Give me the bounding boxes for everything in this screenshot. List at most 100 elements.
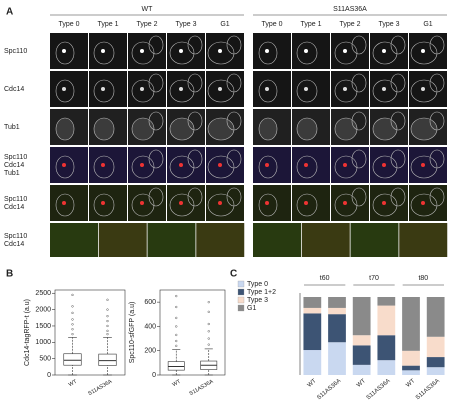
legend-swatch — [237, 288, 245, 296]
group-label: t60 — [320, 275, 330, 282]
column-label: Type 1 — [97, 21, 118, 28]
bar-segment — [352, 335, 371, 346]
image-tile — [50, 185, 88, 221]
column-label: Type 0 — [261, 21, 282, 28]
cell-outline — [55, 41, 75, 65]
signal-spot — [382, 49, 386, 53]
y-tick-label: 600 — [144, 299, 156, 306]
cell-outline — [131, 155, 155, 179]
plot-frame — [159, 289, 226, 376]
outlier — [207, 301, 210, 304]
cell-outline — [226, 149, 242, 169]
signal-spot — [140, 201, 144, 205]
image-tile — [253, 33, 291, 69]
cell-outline — [187, 149, 203, 169]
outlier — [175, 316, 178, 320]
signal-spot — [304, 201, 308, 205]
signal-spot — [343, 49, 347, 53]
cell-outline — [131, 193, 155, 217]
y-tick-label: 200 — [144, 348, 156, 355]
cell-outline — [296, 155, 318, 179]
image-tile — [370, 33, 408, 69]
bar-segment — [377, 305, 396, 336]
outlier — [71, 305, 74, 308]
cell-outline — [351, 73, 367, 93]
y-tick-label: 0 — [47, 372, 51, 379]
y-tick-label: 2500 — [35, 290, 51, 297]
image-tile — [350, 223, 399, 257]
outlier — [71, 311, 74, 314]
bar-segment — [426, 336, 445, 358]
group-label: t70 — [369, 275, 379, 282]
bar-segment — [352, 345, 371, 365]
image-tile — [301, 223, 350, 257]
image-tile — [89, 147, 127, 183]
column-label: Type 2 — [339, 21, 360, 28]
signal-spot — [421, 87, 425, 91]
cell-outline — [429, 111, 445, 131]
bar-segment — [402, 365, 420, 371]
cell-outline — [207, 193, 235, 217]
column-label: G1 — [220, 21, 229, 28]
outlier — [175, 333, 178, 337]
signal-spot — [265, 87, 269, 91]
cell-outline — [372, 79, 398, 103]
bar-segment — [303, 313, 322, 351]
signal-spot — [101, 163, 105, 167]
bar-segment — [328, 314, 346, 343]
outlier — [106, 329, 109, 332]
outlier — [71, 318, 74, 321]
panel-label: C — [230, 269, 237, 280]
cell-outline — [55, 193, 75, 217]
signal-spot — [179, 201, 183, 205]
x-tick-label: S11AS36A — [189, 379, 215, 398]
column-label: Type 2 — [136, 21, 157, 28]
image-tile — [292, 71, 330, 107]
image-tile — [206, 147, 244, 183]
bar-segment — [303, 350, 322, 375]
signal-spot — [218, 49, 222, 53]
bar-segment — [352, 364, 371, 375]
row-label: Cdc14 — [4, 204, 24, 211]
outlier — [106, 308, 109, 311]
cell-outline — [390, 111, 406, 131]
cell-outline — [93, 193, 115, 217]
image-tile — [253, 71, 291, 107]
image-tile — [206, 33, 244, 69]
box — [98, 353, 117, 366]
cell-outline — [258, 41, 278, 65]
image-tile — [128, 147, 166, 183]
outlier — [207, 337, 210, 340]
cell-outline — [258, 79, 278, 103]
cell-outline — [410, 193, 438, 217]
bar-segment — [303, 297, 322, 308]
cell-outline — [131, 41, 155, 65]
cell-outline — [429, 73, 445, 93]
column-label: Type 1 — [300, 21, 321, 28]
signal-spot — [421, 201, 425, 205]
image-tile — [128, 71, 166, 107]
bar-segment — [426, 367, 445, 375]
outlier — [175, 294, 178, 298]
cell-outline — [410, 79, 438, 103]
cell-outline — [55, 155, 75, 179]
signal-spot — [101, 49, 105, 53]
bar-segment — [402, 350, 420, 366]
outlier — [175, 305, 178, 309]
cell-outline — [334, 117, 358, 141]
cell-outline — [187, 187, 203, 207]
panel-label: A — [6, 7, 13, 18]
x-tick-label: S11AS36A — [415, 378, 441, 401]
image-tile — [147, 223, 196, 257]
bar-segment — [303, 307, 322, 314]
cell-outline — [148, 149, 164, 169]
outlier — [106, 324, 109, 328]
outlier — [175, 339, 178, 343]
y-tick-label: 0 — [152, 372, 156, 379]
x-tick-label: WT — [356, 378, 367, 389]
legend-swatch — [237, 296, 245, 304]
cell-outline — [93, 155, 115, 179]
cell-outline — [351, 149, 367, 169]
signal-spot — [343, 87, 347, 91]
cell-outline — [390, 35, 406, 55]
